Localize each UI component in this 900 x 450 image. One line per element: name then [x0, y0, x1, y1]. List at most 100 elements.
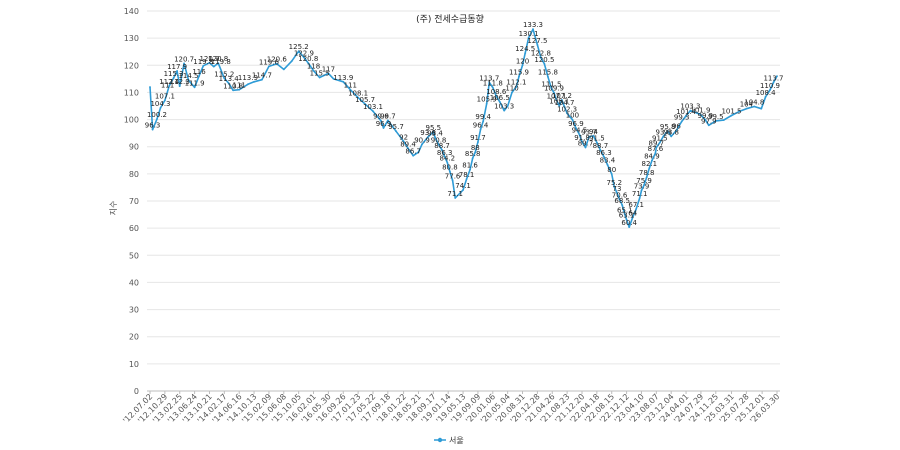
- data-point: [511, 91, 513, 94]
- data-label: 115.5: [310, 70, 330, 78]
- data-label: 115.3: [164, 70, 184, 78]
- data-point: [645, 176, 648, 179]
- data-point: [662, 135, 665, 138]
- data-point: [588, 135, 590, 138]
- data-label: 115.2: [214, 70, 234, 78]
- data-label: 133.3: [523, 21, 543, 29]
- data-point: [680, 120, 683, 123]
- data-point: [327, 72, 330, 75]
- data-point: [164, 99, 166, 102]
- grid-lines: [147, 10, 780, 392]
- data-label: 122.9: [294, 49, 314, 57]
- data-point: [635, 208, 638, 210]
- data-label: 81.6: [462, 162, 478, 170]
- legend[interactable]: 서울: [434, 436, 464, 445]
- data-label: 110.8: [223, 82, 243, 90]
- data-point: [382, 127, 385, 129]
- data-point: [571, 118, 574, 121]
- data-point: [540, 56, 542, 59]
- data-label: 80: [607, 166, 616, 174]
- data-point: [307, 62, 310, 64]
- data-point: [654, 152, 657, 155]
- data-label: 86.7: [405, 148, 421, 156]
- data-label: 93.7: [581, 129, 597, 137]
- data-point: [446, 161, 449, 164]
- data-point: [685, 114, 687, 117]
- y-tick-label: 90: [129, 143, 139, 152]
- data-label: 67.1: [628, 201, 644, 209]
- data-label: 104: [740, 101, 754, 109]
- data-point: [599, 149, 602, 152]
- data-label: 113.7: [763, 74, 783, 82]
- data-label: 110: [505, 84, 518, 92]
- data-label: 99.6: [373, 113, 389, 121]
- data-point: [581, 140, 583, 143]
- data-point: [666, 130, 669, 132]
- series-line: [149, 28, 778, 228]
- data-label: 103.3: [680, 103, 700, 111]
- data-point: [722, 119, 725, 121]
- data-point: [402, 140, 405, 143]
- data-point: [555, 99, 558, 102]
- data-point: [443, 155, 446, 158]
- data-label: 113.7: [479, 74, 499, 82]
- data-label: 120.8: [298, 55, 318, 63]
- data-point: [547, 75, 549, 78]
- data-label: 84.9: [644, 153, 660, 161]
- data-point: [753, 105, 756, 108]
- data-point: [212, 65, 215, 68]
- data-label: 105.7: [355, 96, 375, 104]
- data-point: [527, 37, 530, 39]
- series-seoul: [149, 28, 778, 229]
- data-point: [449, 170, 451, 173]
- data-label: 91.8: [574, 134, 590, 142]
- data-label: 124.5: [515, 45, 535, 53]
- data-point: [465, 178, 468, 180]
- data-label: 75.2: [607, 179, 623, 187]
- data-point: [638, 197, 641, 199]
- data-point: [172, 77, 175, 79]
- data-point: [227, 82, 230, 85]
- data-point: [623, 213, 626, 216]
- data-point: [412, 154, 415, 157]
- data-label: 84.2: [440, 155, 456, 163]
- data-point: [532, 28, 534, 31]
- data-point: [318, 76, 321, 79]
- data-point: [488, 81, 491, 84]
- data-label: 103.3: [494, 103, 514, 111]
- data-label: 114.5: [178, 72, 198, 80]
- data-label: 90.8: [431, 137, 447, 145]
- data-label: 89.7: [649, 140, 665, 148]
- data-point: [764, 95, 767, 98]
- data-label: 68.5: [614, 197, 630, 205]
- data-label: 104.3: [150, 100, 170, 108]
- data-label: 107.2: [552, 92, 572, 100]
- data-point: [575, 127, 577, 129]
- data-point: [613, 186, 616, 188]
- data-label: 117: [322, 65, 335, 73]
- data-label: 85.8: [465, 150, 481, 158]
- data-point: [417, 151, 420, 154]
- data-label: 112.3: [170, 78, 190, 86]
- data-point: [670, 135, 673, 138]
- data-point: [738, 110, 741, 113]
- data-point: [651, 159, 653, 162]
- data-label: 63.1: [619, 212, 635, 220]
- data-label: 108.1: [348, 90, 368, 98]
- data-label: 120.7: [174, 55, 194, 63]
- data-label: 111: [344, 82, 357, 90]
- data-point: [772, 81, 775, 84]
- x-axis-ticks: '12.07.02'12.10.29'13.02.25'13.06.24'13.…: [121, 391, 781, 425]
- data-label: 96: [672, 122, 681, 130]
- data-label: 96.4: [473, 121, 489, 129]
- y-tick-label: 50: [129, 251, 139, 260]
- data-label: 94: [589, 128, 598, 136]
- data-label: 88: [471, 144, 480, 152]
- data-label: 108.4: [756, 89, 777, 97]
- data-label: 109.9: [544, 85, 564, 93]
- data-point: [616, 192, 618, 194]
- data-label: 99.9: [698, 112, 714, 120]
- data-point: [769, 89, 771, 91]
- data-label: 120.6: [267, 56, 288, 64]
- data-point: [407, 147, 409, 150]
